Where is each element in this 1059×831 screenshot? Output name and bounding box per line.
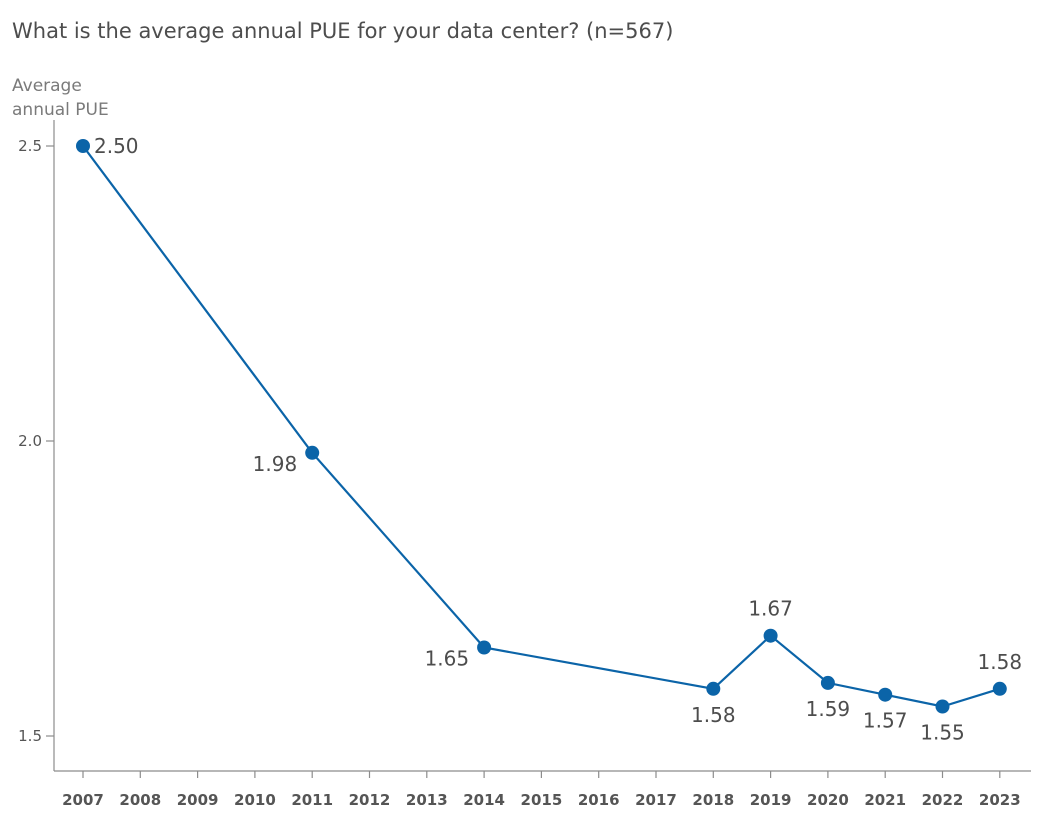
x-tick-label: 2008 xyxy=(119,791,161,809)
y-tick-label: 1.5 xyxy=(18,727,42,745)
x-tick-label: 2012 xyxy=(349,791,391,809)
x-tick-label: 2007 xyxy=(62,791,104,809)
y-axis-label-line-1: Average xyxy=(12,76,82,96)
x-tick-label: 2017 xyxy=(635,791,677,809)
data-label-2021: 1.57 xyxy=(863,709,908,733)
x-tick-label: 2020 xyxy=(807,791,849,809)
x-tick-label: 2010 xyxy=(234,791,276,809)
data-label-2020: 1.59 xyxy=(806,697,851,721)
y-axis-label-line-2: annual PUE xyxy=(12,100,109,120)
series-average-pue xyxy=(76,139,1007,714)
series-line xyxy=(82,145,1001,708)
x-tick-label: 2016 xyxy=(578,791,620,809)
data-point-2014 xyxy=(477,640,492,655)
data-point-2020 xyxy=(820,675,835,690)
y-tick-label: 2.5 xyxy=(18,137,42,155)
x-tick-label: 2009 xyxy=(177,791,219,809)
y-tick-label: 2.0 xyxy=(18,432,42,450)
x-tick-label: 2015 xyxy=(521,791,563,809)
data-label-2014: 1.65 xyxy=(425,647,470,671)
data-label-2018: 1.58 xyxy=(691,703,736,727)
data-label-2019: 1.67 xyxy=(748,597,793,621)
data-label-2007: 2.50 xyxy=(94,134,139,158)
data-labels: 2.50 1.98 1.65 1.58 1.67 1.59 1.57 1.55 1.58 xyxy=(94,134,1022,745)
x-axis: 2007 2008 2009 2010 2011 2012 2013 2014 2015 2016… xyxy=(54,770,1031,809)
data-point-2007 xyxy=(76,139,90,153)
data-point-2018 xyxy=(706,681,721,696)
x-tick-label: 2013 xyxy=(406,791,448,809)
y-axis: 1.5 2.0 2.5 xyxy=(18,120,55,771)
x-tick-label: 2023 xyxy=(979,791,1021,809)
data-label-2022: 1.55 xyxy=(920,721,965,745)
data-point-2011 xyxy=(305,445,320,460)
chart-title: What is the average annual PUE for your … xyxy=(12,19,673,43)
x-tick-label: 2014 xyxy=(463,791,505,809)
data-label-2023: 1.58 xyxy=(978,650,1023,674)
data-label-2011: 1.98 xyxy=(253,452,298,476)
x-tick-label: 2011 xyxy=(291,791,333,809)
data-point-2019 xyxy=(763,628,778,643)
x-tick-label: 2022 xyxy=(922,791,964,809)
data-point-2021 xyxy=(878,687,893,702)
x-tick-label: 2019 xyxy=(750,791,792,809)
x-tick-label: 2018 xyxy=(692,791,734,809)
data-point-2023 xyxy=(992,681,1007,696)
data-point-2022 xyxy=(935,699,950,714)
x-tick-label: 2021 xyxy=(864,791,906,809)
